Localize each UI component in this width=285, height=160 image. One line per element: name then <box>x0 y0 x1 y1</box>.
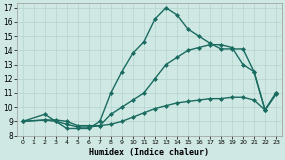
X-axis label: Humidex (Indice chaleur): Humidex (Indice chaleur) <box>89 148 209 156</box>
